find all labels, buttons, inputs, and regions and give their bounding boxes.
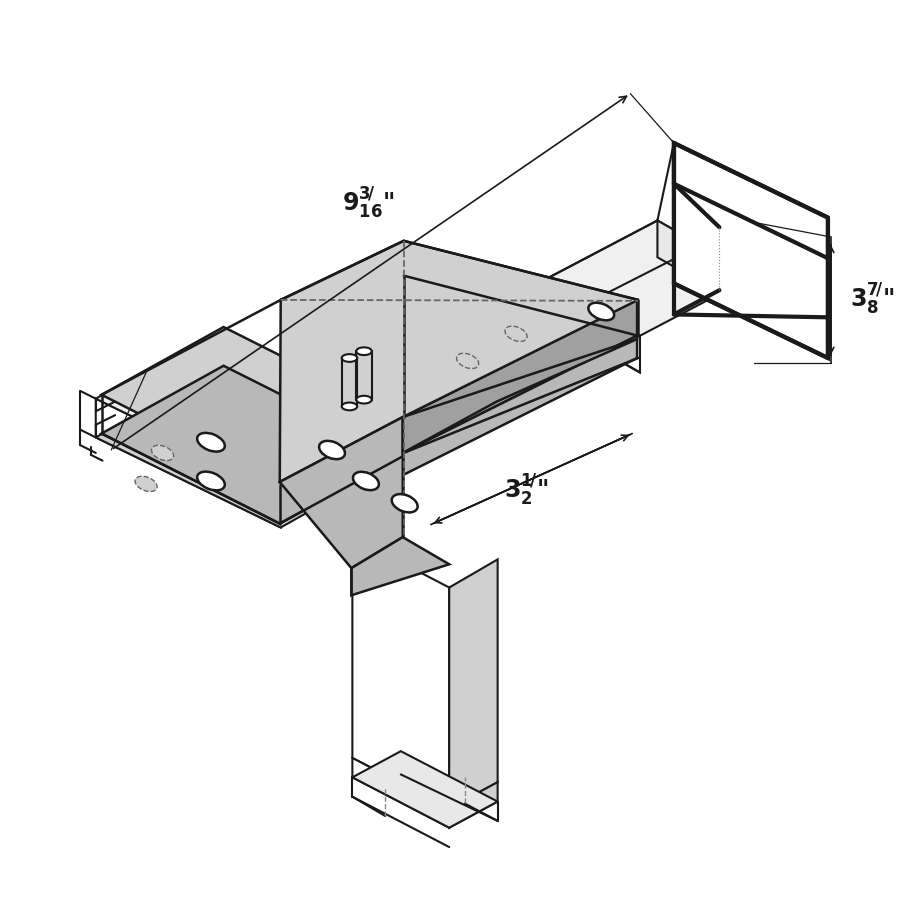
Ellipse shape: [197, 472, 225, 491]
Polygon shape: [544, 281, 640, 373]
Polygon shape: [95, 399, 281, 527]
Polygon shape: [353, 752, 498, 828]
Ellipse shape: [356, 347, 372, 356]
Text: 9$\mathregular{^{3\!/}_{16}}$": 9$\mathregular{^{3\!/}_{16}}$": [342, 185, 394, 220]
Polygon shape: [402, 338, 638, 453]
Ellipse shape: [151, 446, 174, 461]
Text: 3$\mathregular{^{7\!/}_{8}}$": 3$\mathregular{^{7\!/}_{8}}$": [850, 283, 895, 318]
Polygon shape: [95, 411, 328, 527]
Text: 3$\mathregular{^{1\!/}_{2}}$": 3$\mathregular{^{1\!/}_{2}}$": [503, 473, 548, 508]
Polygon shape: [351, 537, 449, 595]
Polygon shape: [402, 300, 637, 453]
Ellipse shape: [392, 494, 418, 512]
Ellipse shape: [505, 326, 527, 341]
Ellipse shape: [589, 302, 614, 320]
Polygon shape: [95, 373, 328, 489]
Ellipse shape: [197, 433, 225, 452]
Ellipse shape: [356, 396, 372, 403]
Polygon shape: [280, 241, 638, 482]
Polygon shape: [544, 220, 754, 336]
Ellipse shape: [320, 441, 345, 459]
Polygon shape: [449, 560, 498, 808]
Polygon shape: [353, 537, 449, 808]
Ellipse shape: [135, 476, 158, 491]
Polygon shape: [353, 758, 449, 828]
Ellipse shape: [456, 354, 479, 369]
Polygon shape: [102, 365, 402, 524]
Polygon shape: [449, 782, 498, 828]
Polygon shape: [280, 417, 402, 568]
Polygon shape: [102, 327, 402, 485]
Polygon shape: [657, 220, 754, 312]
Ellipse shape: [342, 402, 357, 410]
Ellipse shape: [353, 472, 379, 491]
Polygon shape: [674, 143, 828, 358]
Polygon shape: [402, 336, 637, 475]
Ellipse shape: [342, 354, 357, 362]
